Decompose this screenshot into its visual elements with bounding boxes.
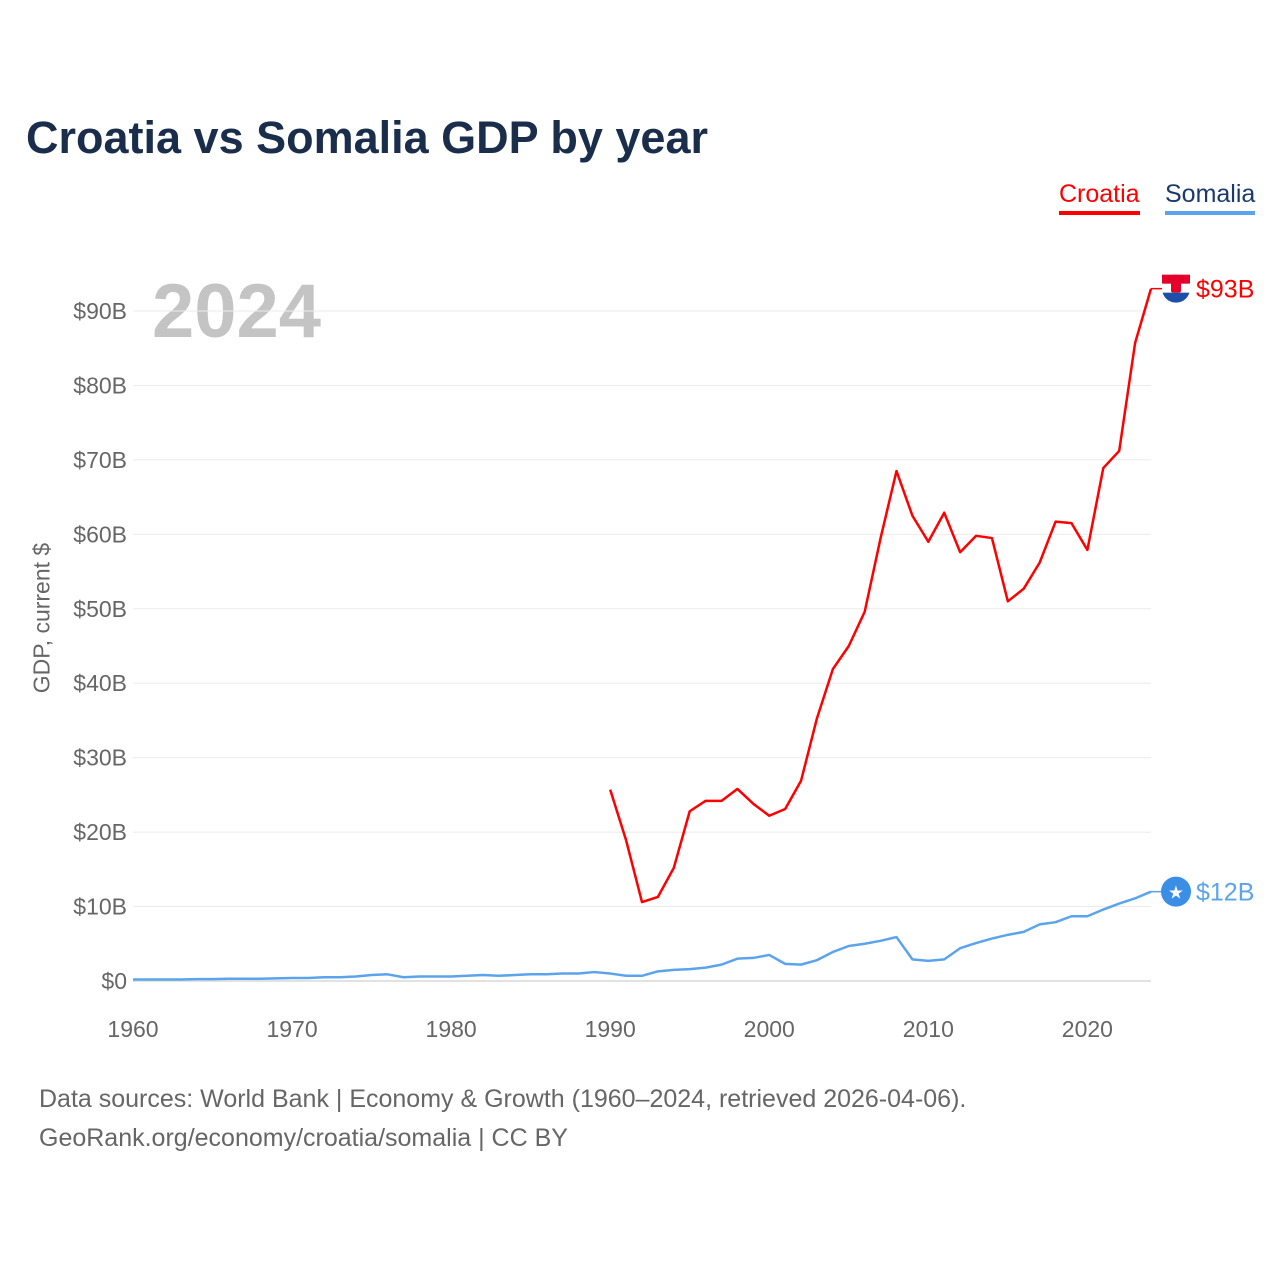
series-line-somalia	[133, 890, 1152, 981]
legend-somalia[interactable]: Somalia	[1165, 180, 1256, 215]
y-tick-label: $30B	[73, 745, 127, 771]
y-tick-label: $60B	[73, 521, 127, 547]
x-tick-label: 2010	[903, 1016, 954, 1042]
y-tick-label: $10B	[73, 894, 127, 920]
somalia-flag-icon	[1161, 876, 1191, 907]
y-tick-label: $20B	[73, 819, 127, 845]
x-tick-label: 2020	[1062, 1016, 1113, 1042]
y-tick-label: $50B	[73, 596, 127, 622]
end-value-label: $12B	[1196, 879, 1254, 907]
y-tick-label: $40B	[73, 670, 127, 696]
x-tick-label: 1980	[426, 1016, 477, 1042]
flag-stripe	[1162, 274, 1190, 284]
x-tick-label: 2000	[744, 1016, 795, 1042]
x-tick-label: 1970	[266, 1016, 317, 1042]
chart-title: Croatia vs Somalia GDP by year	[26, 112, 708, 163]
y-tick-label: $0	[101, 968, 127, 994]
x-tick-label: 1960	[107, 1016, 158, 1042]
flag-shield	[1171, 281, 1181, 293]
x-tick-label: 1990	[585, 1016, 636, 1042]
star-icon: ★	[1168, 883, 1184, 903]
footer-link[interactable]: GeoRank.org/economy/croatia/somalia | CC…	[39, 1124, 568, 1152]
legend-croatia[interactable]: Croatia	[1059, 180, 1140, 215]
y-tick-label: $90B	[73, 298, 127, 324]
series-line-croatia	[608, 288, 1153, 904]
y-tick-label: $80B	[73, 372, 127, 398]
y-tick-label: $70B	[73, 447, 127, 473]
footer-sources: Data sources: World Bank | Economy & Gro…	[39, 1085, 967, 1113]
end-value-label: $93B	[1196, 276, 1254, 304]
